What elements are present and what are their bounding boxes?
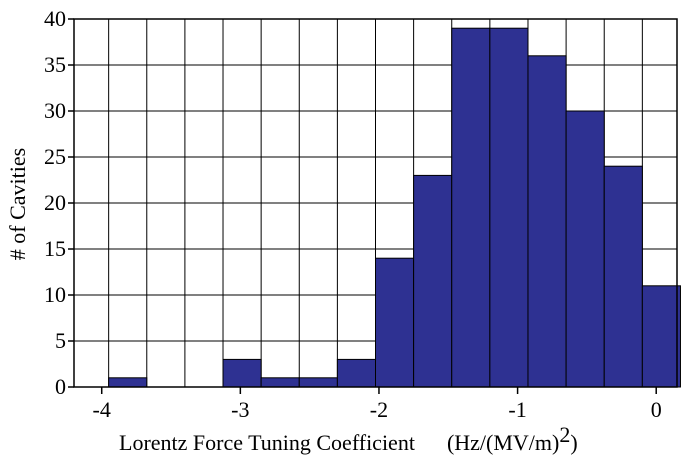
histogram-bar bbox=[641, 285, 681, 388]
histogram-bars bbox=[108, 27, 681, 388]
histogram-bar bbox=[489, 27, 529, 388]
histogram-bar bbox=[375, 257, 415, 388]
histogram-bar bbox=[565, 110, 605, 388]
y-tick-label: 20 bbox=[44, 190, 66, 215]
x-axis-label-text: Lorentz Force Tuning Coefficient bbox=[119, 430, 415, 455]
x-tick-label: -1 bbox=[508, 397, 526, 422]
histogram-bar bbox=[108, 377, 148, 388]
y-tick-label: 15 bbox=[44, 236, 66, 261]
histogram-bar bbox=[413, 174, 453, 388]
y-tick-label: 35 bbox=[44, 52, 66, 77]
y-tick-label: 0 bbox=[55, 374, 66, 399]
x-tick-label: 0 bbox=[651, 397, 662, 422]
histogram-bar bbox=[527, 55, 567, 388]
x-tick-label: -4 bbox=[93, 397, 111, 422]
x-tick-label: -2 bbox=[370, 397, 388, 422]
y-tick-label: 25 bbox=[44, 144, 66, 169]
axes bbox=[68, 18, 678, 394]
tick-labels: 0 5 10 15 20 25 30 35 40 -4 -3 -2 -1 0 bbox=[44, 6, 662, 422]
y-tick-label: 30 bbox=[44, 98, 66, 123]
histogram-bar bbox=[298, 377, 338, 388]
histogram-bar bbox=[222, 358, 262, 388]
y-axis-label: # of Cavities bbox=[5, 148, 30, 260]
x-axis-label: Lorentz Force Tuning Coefficient (Hz/(MV/… bbox=[119, 422, 578, 455]
y-tick-label: 40 bbox=[44, 6, 66, 31]
x-axis-units-close: ) bbox=[570, 430, 577, 455]
histogram-bar bbox=[451, 27, 491, 388]
x-axis-units-superscript: 2 bbox=[559, 422, 570, 447]
x-axis-units: (Hz/(MV/m) bbox=[447, 430, 559, 455]
histogram-bar bbox=[603, 165, 643, 388]
x-tick-label: -3 bbox=[231, 397, 249, 422]
histogram-bar bbox=[260, 377, 300, 388]
y-tick-label: 5 bbox=[55, 328, 66, 353]
histogram-bar bbox=[336, 358, 376, 388]
y-tick-label: 10 bbox=[44, 282, 66, 307]
